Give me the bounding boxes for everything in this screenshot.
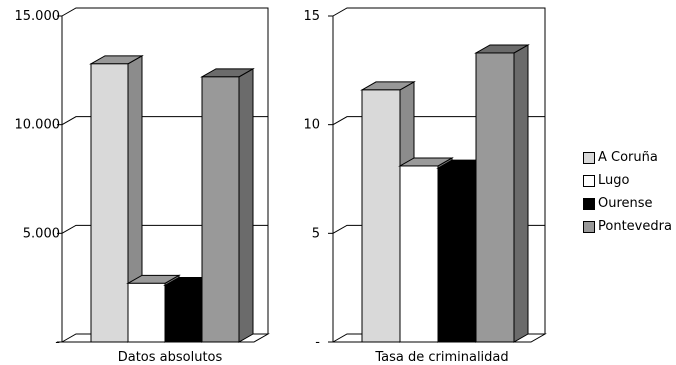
legend-item-lugo: Lugo — [583, 169, 676, 192]
y-tick-label: 10.000 — [15, 118, 61, 133]
y-tick-label: - — [55, 335, 60, 350]
y-tick-label: 15.000 — [15, 9, 61, 24]
legend-label-ourense: Ourense — [598, 196, 653, 211]
legend-label-lugo: Lugo — [598, 173, 630, 188]
legend-swatch-ourense — [583, 197, 595, 210]
legend-item-pontevedra: Pontevedra — [583, 215, 676, 238]
legend-swatch-pontevedra — [583, 220, 595, 233]
legend-swatch-lugo — [583, 174, 595, 187]
legend-item-ourense: Ourense — [583, 192, 676, 215]
legend-swatch-a-coruna — [583, 151, 595, 164]
bar-pontevedra — [200, 67, 255, 343]
bar-pontevedra — [474, 44, 530, 343]
y-tick-label: 10 — [303, 118, 320, 133]
legend-item-a-coruna: A Coruña — [583, 146, 676, 169]
bar-a-coruna — [89, 54, 144, 343]
legend: A Coruña Lugo Ourense Pontevedra — [583, 146, 676, 238]
chart-rate: - 5 10 15 Tasa de criminalidad — [303, 7, 547, 365]
legend-label-pontevedra: Pontevedra — [598, 219, 672, 234]
y-tick-label: 5 — [312, 226, 320, 241]
x-axis-label: Tasa de criminalidad — [374, 350, 508, 365]
y-tick-label: 15 — [303, 9, 320, 24]
y-tick-label: - — [315, 335, 320, 350]
y-tick-label: 5.000 — [23, 226, 60, 241]
x-axis-label: Datos absolutos — [118, 350, 223, 365]
legend-label-a-coruna: A Coruña — [598, 150, 658, 165]
chart-absolute: - 5.000 10.000 15.000 Datos absolutos — [15, 7, 270, 365]
